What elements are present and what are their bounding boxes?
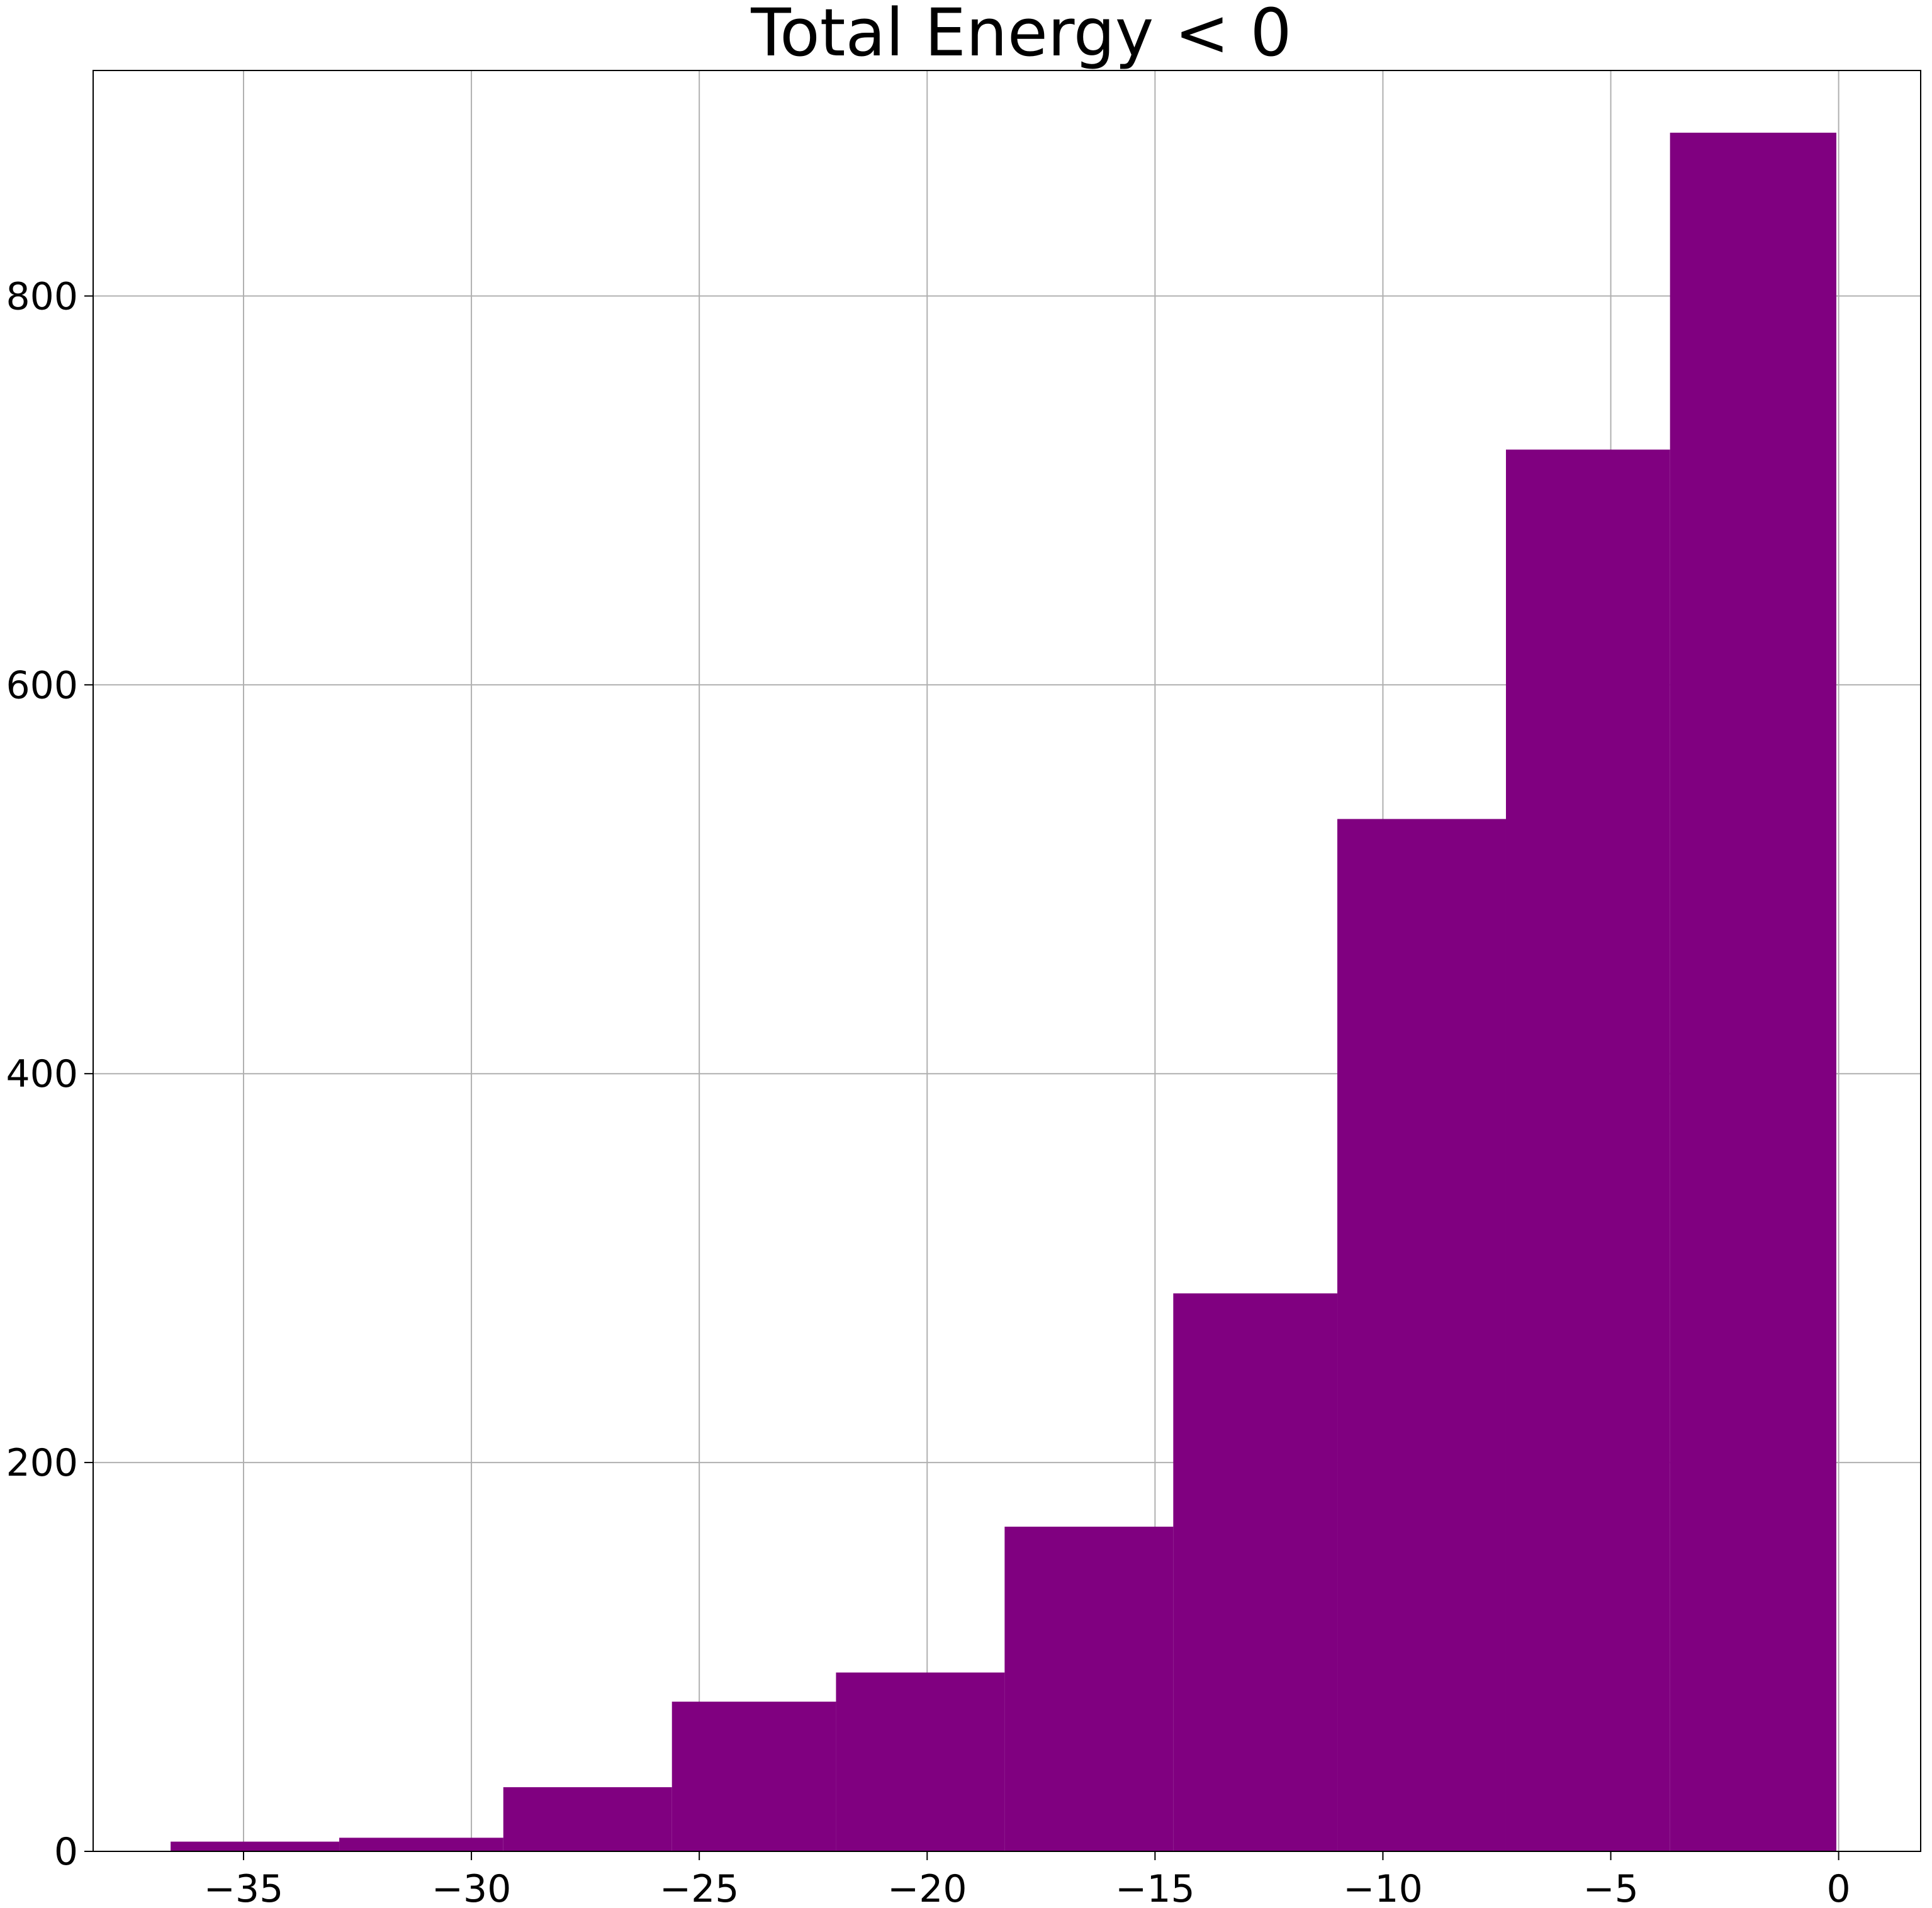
- plot-frame: [93, 70, 1921, 1852]
- chart-title: Total Energy < 0: [750, 0, 1291, 71]
- x-axis-ticks: −35 −30 −25 −20 −15 −10 −5 0: [204, 1851, 1851, 1908]
- y-tick-label: 0: [54, 1830, 78, 1874]
- x-tick-label: −35: [204, 1867, 284, 1908]
- histogram-bar: [1337, 819, 1506, 1851]
- histogram-bar: [1505, 449, 1670, 1852]
- y-tick-label: 400: [6, 1052, 78, 1096]
- x-tick-label: −10: [1343, 1867, 1423, 1908]
- histogram-bars: [171, 132, 1837, 1852]
- y-tick-label: 200: [6, 1441, 78, 1485]
- histogram-bar: [671, 1702, 836, 1851]
- histogram-bar: [171, 1841, 340, 1851]
- histogram-bar: [339, 1838, 503, 1851]
- x-tick-label: −30: [432, 1867, 512, 1908]
- x-tick-label: −5: [1583, 1867, 1638, 1908]
- histogram-bar: [1004, 1527, 1174, 1851]
- y-axis-ticks: 0 200 400 600 800: [6, 274, 93, 1874]
- y-tick-label: 800: [6, 274, 78, 318]
- histogram-bar: [503, 1787, 672, 1851]
- x-tick-label: −15: [1115, 1867, 1195, 1908]
- x-tick-label: −20: [887, 1867, 967, 1908]
- x-tick-label: 0: [1827, 1867, 1851, 1908]
- histogram-bar: [1670, 132, 1837, 1851]
- x-tick-label: −25: [660, 1867, 739, 1908]
- y-tick-label: 600: [6, 663, 78, 707]
- histogram-bar: [836, 1672, 1005, 1851]
- histogram-bar: [1173, 1293, 1338, 1851]
